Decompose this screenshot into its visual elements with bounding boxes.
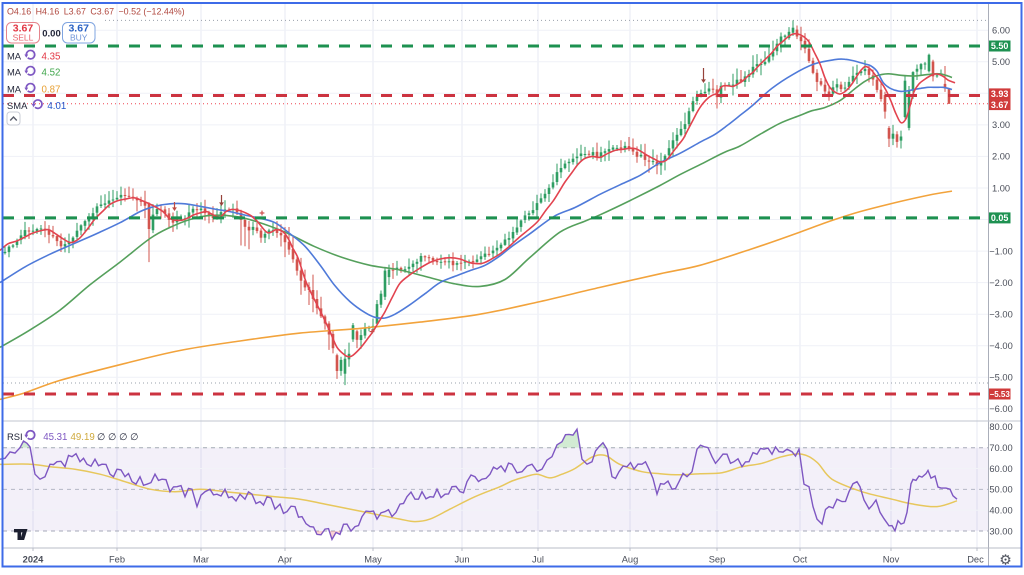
svg-text:MA: MA: [7, 83, 22, 94]
svg-text:RSI: RSI: [7, 431, 23, 442]
svg-text:SELL: SELL: [13, 33, 34, 43]
svg-text:Oct: Oct: [793, 555, 808, 565]
svg-text:⚙: ⚙: [999, 552, 1012, 568]
svg-text:2024: 2024: [23, 555, 45, 565]
svg-text:3.93: 3.93: [991, 89, 1009, 99]
svg-text:−5.53: −5.53: [990, 390, 1011, 399]
svg-text:3.67: 3.67: [991, 100, 1009, 110]
svg-text:MA: MA: [7, 66, 22, 77]
svg-text:−1.00: −1.00: [989, 246, 1013, 256]
svg-text:80.00: 80.00: [989, 422, 1012, 432]
svg-text:Dec: Dec: [967, 555, 984, 565]
svg-text:MA: MA: [7, 50, 22, 61]
svg-text:49.19: 49.19: [71, 432, 95, 443]
svg-text:−2.00: −2.00: [989, 278, 1013, 288]
svg-text:−6.00: −6.00: [989, 404, 1013, 414]
svg-text:60.00: 60.00: [989, 464, 1012, 474]
svg-text:45.31: 45.31: [43, 432, 67, 443]
svg-text:1.00: 1.00: [992, 183, 1010, 193]
svg-text:4.01: 4.01: [47, 101, 66, 112]
svg-text:5.00: 5.00: [992, 57, 1010, 67]
svg-text:BUY: BUY: [70, 33, 88, 43]
svg-text:Aug: Aug: [622, 555, 639, 565]
svg-text:−4.00: −4.00: [989, 341, 1013, 351]
svg-text:0.00: 0.00: [42, 28, 61, 39]
svg-text:Nov: Nov: [883, 555, 900, 565]
svg-text:O4.16 H4.16 L3.67 C3.67 −0.52: O4.16 H4.16 L3.67 C3.67 −0.52 (−12.44%): [7, 7, 185, 17]
svg-text:40.00: 40.00: [989, 506, 1012, 516]
svg-text:3.00: 3.00: [992, 120, 1010, 130]
svg-text:∅∅∅∅: ∅∅∅∅: [97, 432, 141, 443]
svg-text:SMA: SMA: [7, 100, 28, 111]
svg-text:Jun: Jun: [455, 555, 470, 565]
svg-text:70.00: 70.00: [989, 443, 1012, 453]
svg-text:3.67: 3.67: [68, 23, 89, 35]
svg-text:Feb: Feb: [109, 555, 125, 565]
svg-text:4.35: 4.35: [42, 51, 61, 62]
svg-text:May: May: [364, 555, 382, 565]
svg-text:Mar: Mar: [193, 555, 209, 565]
svg-text:2.00: 2.00: [992, 152, 1010, 162]
svg-text:50.00: 50.00: [989, 485, 1012, 495]
svg-text:0.87: 0.87: [42, 84, 61, 95]
svg-text:−3.00: −3.00: [989, 310, 1013, 320]
svg-text:Apr: Apr: [278, 555, 292, 565]
svg-text:Sep: Sep: [709, 555, 726, 565]
svg-text:0.05: 0.05: [991, 213, 1009, 223]
svg-text:−5.00: −5.00: [989, 373, 1013, 383]
svg-text:30.00: 30.00: [989, 526, 1012, 536]
svg-text:Jul: Jul: [532, 555, 544, 565]
svg-text:4.52: 4.52: [42, 67, 61, 78]
svg-text:3.67: 3.67: [13, 23, 34, 35]
svg-text:5.50: 5.50: [991, 41, 1009, 51]
svg-text:6.00: 6.00: [992, 26, 1010, 36]
